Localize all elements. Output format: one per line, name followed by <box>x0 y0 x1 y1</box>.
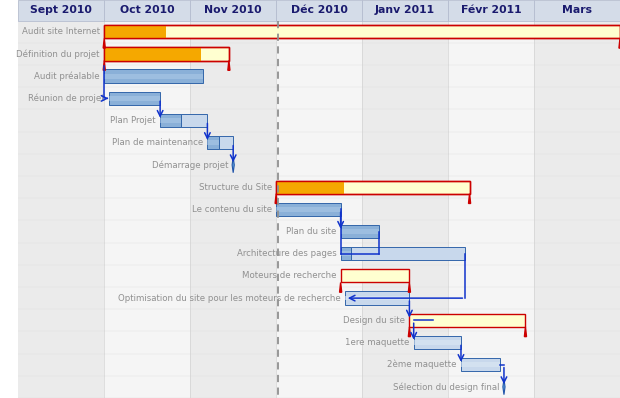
Polygon shape <box>103 60 105 70</box>
Polygon shape <box>340 283 342 292</box>
FancyBboxPatch shape <box>345 291 409 305</box>
Bar <box>461 362 500 367</box>
Text: Définition du projet: Définition du projet <box>17 49 100 59</box>
Bar <box>340 252 350 256</box>
Polygon shape <box>103 38 105 48</box>
Bar <box>104 0 190 21</box>
Bar <box>362 0 448 21</box>
Polygon shape <box>409 327 410 337</box>
FancyBboxPatch shape <box>104 25 166 38</box>
Text: Réunion de projet: Réunion de projet <box>28 94 104 103</box>
Text: Déc 2010: Déc 2010 <box>291 5 348 16</box>
FancyBboxPatch shape <box>276 181 344 194</box>
Text: Sept 2010: Sept 2010 <box>30 5 92 16</box>
Polygon shape <box>619 38 620 48</box>
Polygon shape <box>228 60 230 70</box>
Text: Optimisation du site pour les moteurs de recherche: Optimisation du site pour les moteurs de… <box>118 294 340 302</box>
FancyBboxPatch shape <box>182 114 208 127</box>
Polygon shape <box>232 157 234 173</box>
FancyBboxPatch shape <box>461 358 500 371</box>
Bar <box>108 96 160 101</box>
FancyBboxPatch shape <box>276 203 340 216</box>
FancyBboxPatch shape <box>340 269 409 283</box>
Bar <box>276 0 362 21</box>
Text: Oct 2010: Oct 2010 <box>120 5 175 16</box>
FancyBboxPatch shape <box>160 114 182 127</box>
Bar <box>18 0 104 21</box>
FancyBboxPatch shape <box>340 247 350 260</box>
Bar <box>104 0 190 398</box>
Bar <box>208 140 219 145</box>
Bar <box>276 0 362 398</box>
Text: Structure du Site: Structure du Site <box>198 183 272 192</box>
Bar <box>345 296 409 300</box>
Text: 2ème maquette: 2ème maquette <box>387 360 457 369</box>
Bar <box>104 74 203 78</box>
Bar <box>276 207 340 212</box>
Bar <box>362 0 448 398</box>
Polygon shape <box>275 194 277 203</box>
Polygon shape <box>469 194 471 203</box>
Bar <box>534 0 620 398</box>
Bar <box>340 229 379 234</box>
Text: Sélection du design final: Sélection du design final <box>393 382 500 392</box>
Text: Févr 2011: Févr 2011 <box>461 5 521 16</box>
FancyBboxPatch shape <box>104 70 203 83</box>
Polygon shape <box>503 379 505 395</box>
FancyBboxPatch shape <box>108 92 160 105</box>
Text: Le contenu du site: Le contenu du site <box>192 205 272 214</box>
Bar <box>448 0 534 398</box>
FancyBboxPatch shape <box>350 247 465 260</box>
Text: Mars: Mars <box>562 5 592 16</box>
Text: Plan du site: Plan du site <box>286 227 336 236</box>
Text: Plan de maintenance: Plan de maintenance <box>112 138 203 147</box>
FancyBboxPatch shape <box>414 336 461 349</box>
FancyBboxPatch shape <box>208 136 219 150</box>
Bar <box>190 0 276 21</box>
Bar <box>190 0 276 398</box>
Text: Audit site Internet: Audit site Internet <box>22 27 100 36</box>
FancyBboxPatch shape <box>409 314 525 327</box>
FancyBboxPatch shape <box>219 136 233 150</box>
Bar <box>534 0 620 21</box>
FancyBboxPatch shape <box>104 47 202 60</box>
Text: Démarrage projet: Démarrage projet <box>153 160 229 170</box>
FancyBboxPatch shape <box>104 47 229 60</box>
Bar <box>414 340 461 345</box>
Text: Moteurs de recherche: Moteurs de recherche <box>242 271 336 281</box>
Text: 1ere maquette: 1ere maquette <box>345 338 409 347</box>
FancyBboxPatch shape <box>276 181 469 194</box>
Text: Plan Projet: Plan Projet <box>110 116 156 125</box>
Bar <box>448 0 534 21</box>
Text: Janv 2011: Janv 2011 <box>375 5 435 16</box>
FancyBboxPatch shape <box>340 225 379 238</box>
Bar <box>18 0 104 398</box>
Polygon shape <box>409 283 410 292</box>
Bar <box>160 118 182 123</box>
Polygon shape <box>525 327 526 337</box>
Text: Audit préalable: Audit préalable <box>34 71 100 81</box>
Text: Architecture des pages: Architecture des pages <box>237 249 336 258</box>
Text: Nov 2010: Nov 2010 <box>205 5 262 16</box>
FancyBboxPatch shape <box>104 25 620 38</box>
Text: Design du site: Design du site <box>343 316 405 325</box>
